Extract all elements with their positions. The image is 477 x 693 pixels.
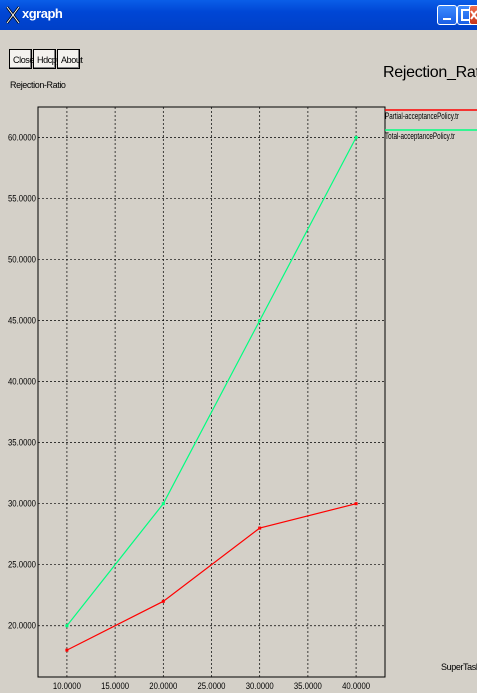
data-point — [354, 502, 358, 506]
series-line — [66, 503, 357, 651]
window-close-button[interactable] — [469, 5, 477, 25]
y-tick-label: 50.0000 — [8, 255, 36, 265]
close-icon — [470, 10, 477, 20]
y-axis-label: Rejection-Ratio — [10, 80, 66, 90]
minimize-button[interactable] — [437, 5, 457, 25]
x-tick-label: 35.0000 — [294, 681, 322, 691]
footer-label: SuperTask_Sl — [441, 662, 477, 672]
data-point — [354, 136, 358, 140]
y-tick-label: 30.0000 — [8, 499, 36, 509]
series-line — [66, 137, 357, 627]
about-button[interactable]: About — [57, 49, 83, 69]
y-tick-label: 55.0000 — [8, 194, 36, 204]
window-title: xgraph — [22, 6, 63, 21]
data-point — [65, 624, 69, 628]
chart-title: Rejection_Ratio — [383, 64, 477, 81]
y-tick-label: 40.0000 — [8, 377, 36, 387]
legend-entry: Partial-acceptancePolicy.tr — [385, 111, 459, 121]
hdcpy-button[interactable]: Hdcpy — [33, 49, 61, 69]
x-tick-label: 10.0000 — [53, 681, 81, 691]
data-point — [161, 599, 165, 603]
close-button[interactable]: Close — [9, 49, 34, 69]
x-tick-label: 40.0000 — [342, 681, 370, 691]
y-tick-label: 20.0000 — [8, 621, 36, 631]
x-tick-label: 25.0000 — [198, 681, 226, 691]
y-tick-label: 25.0000 — [8, 560, 36, 570]
data-point — [258, 526, 262, 530]
y-tick-label: 45.0000 — [8, 316, 36, 326]
x-tick-label: 15.0000 — [101, 681, 129, 691]
legend-entry: Total-acceptancePolicy.tr — [385, 131, 455, 141]
x-tick-label: 30.0000 — [246, 681, 274, 691]
data-point — [161, 502, 165, 506]
x-tick-label: 20.0000 — [149, 681, 177, 691]
data-point — [65, 648, 69, 652]
y-tick-label: 35.0000 — [8, 438, 36, 448]
minimize-icon — [443, 18, 451, 20]
data-point — [258, 319, 262, 323]
x-logo-icon — [6, 6, 20, 24]
y-tick-label: 60.0000 — [8, 133, 36, 143]
title-bar[interactable]: xgraph — [0, 0, 477, 30]
